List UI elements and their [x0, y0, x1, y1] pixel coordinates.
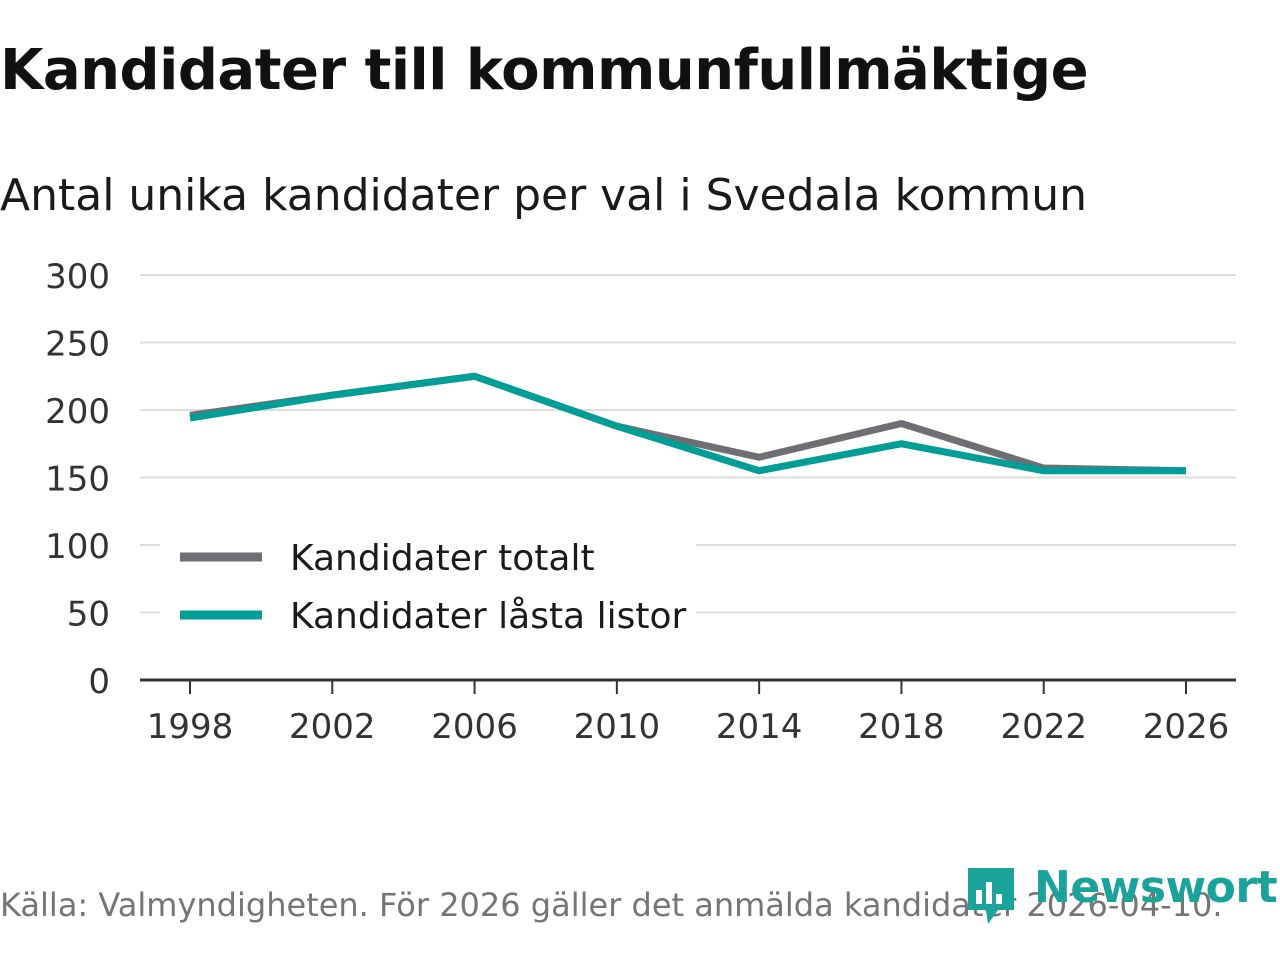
legend-label: Kandidater låsta listor	[290, 596, 686, 637]
y-tick-label: 150	[45, 460, 110, 500]
x-tick-label: 2006	[431, 707, 518, 747]
brand-name: Newsworthy	[1034, 862, 1280, 913]
y-tick-labels: 0 50 100 150 200 250 300	[45, 257, 110, 702]
source-note: Källa: Valmyndigheten. För 2026 gäller d…	[0, 886, 1223, 924]
legend-background	[160, 524, 696, 644]
chart-title: Kandidater till kommunfullmäktige	[0, 38, 1089, 103]
x-tick-label: 2018	[858, 707, 945, 747]
series-line-lasta-listor	[189, 372, 1186, 475]
legend-label: Kandidater totalt	[290, 538, 595, 579]
y-tick-label: 300	[45, 257, 110, 297]
x-tick-label: 2022	[1000, 707, 1087, 747]
newsworthy-logo-icon	[968, 868, 1014, 924]
y-tick-label: 50	[67, 595, 110, 635]
chart-subtitle: Antal unika kandidater per val i Svedala…	[0, 170, 1088, 221]
y-tick-label: 100	[45, 527, 110, 567]
series-line-totalt	[189, 372, 1187, 475]
legend: Kandidater totalt Kandidater låsta listor	[160, 524, 696, 644]
series-lines	[189, 372, 1187, 475]
y-tick-label: 0	[88, 662, 110, 702]
x-tick-label: 2014	[716, 707, 803, 747]
x-tick-label: 2002	[289, 707, 376, 747]
y-tick-label: 250	[45, 325, 110, 365]
x-tick-label: 2010	[574, 707, 661, 747]
y-tick-label: 200	[45, 392, 110, 432]
x-tick-labels: 1998 2002 2006 2010 2014 2018 2022 2026	[147, 680, 1230, 747]
x-tick-label: 1998	[147, 707, 234, 747]
x-tick-label: 2026	[1143, 707, 1230, 747]
